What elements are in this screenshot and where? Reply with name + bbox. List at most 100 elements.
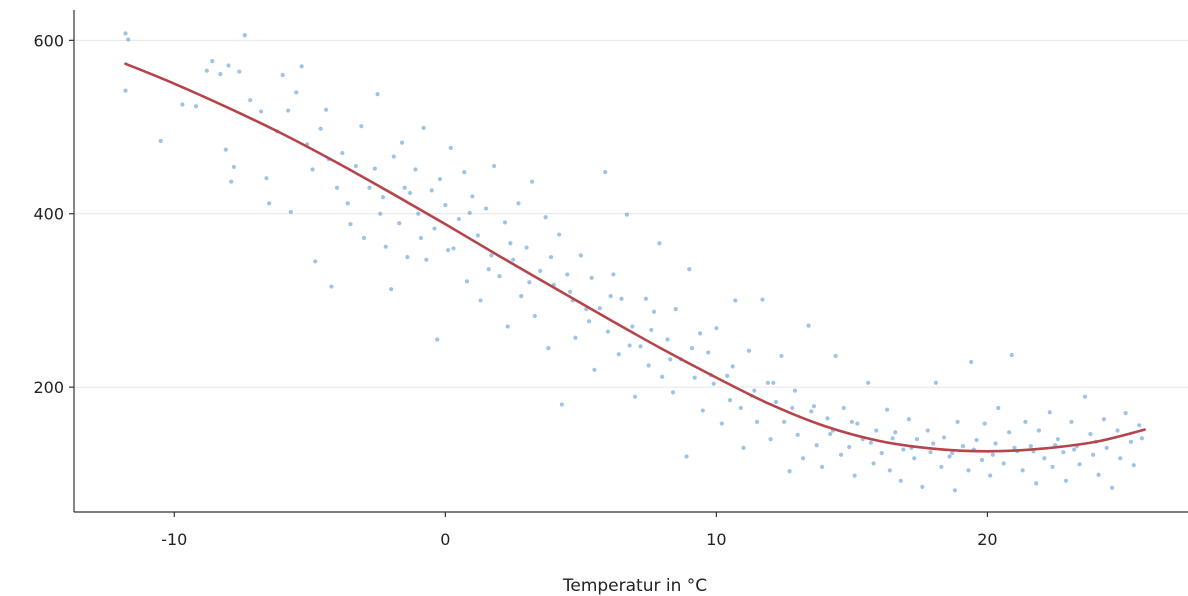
data-point [532, 313, 537, 319]
data-point [638, 344, 643, 349]
data-point [966, 468, 971, 473]
data-point [619, 296, 624, 301]
data-point [603, 170, 608, 175]
data-point [318, 126, 323, 131]
data-point [925, 428, 930, 433]
data-point [1131, 463, 1136, 468]
data-point [345, 201, 350, 206]
y-tick-label: 600 [33, 31, 64, 50]
data-point [380, 195, 386, 200]
data-point [391, 154, 396, 159]
x-tick-label: 0 [440, 530, 450, 549]
data-point [605, 329, 611, 334]
data-point [643, 296, 649, 301]
data-point [589, 275, 594, 281]
data-point [1055, 437, 1060, 442]
data-point [546, 346, 551, 351]
data-point [475, 233, 480, 238]
data-point [264, 176, 269, 181]
data-point [527, 280, 532, 285]
data-point [483, 206, 489, 211]
data-point [801, 456, 806, 461]
data-point [1091, 452, 1096, 457]
data-point [890, 436, 895, 441]
grid-lines [74, 39, 1188, 388]
data-point [838, 452, 844, 457]
data-point [126, 37, 131, 42]
data-point [1088, 431, 1093, 437]
data-point [969, 359, 974, 365]
data-point [210, 59, 215, 64]
data-point [402, 185, 407, 190]
data-point [505, 324, 510, 329]
data-point [806, 323, 811, 328]
data-point [359, 124, 364, 129]
data-point [1007, 430, 1012, 435]
data-point [1061, 450, 1066, 455]
x-tick-label: -10 [161, 530, 187, 549]
data-point [445, 248, 451, 253]
data-point [874, 428, 879, 433]
data-point [885, 407, 890, 412]
data-point [928, 450, 933, 455]
data-point [819, 464, 825, 470]
data-point [665, 337, 670, 342]
data-point [158, 138, 163, 144]
data-point [814, 443, 819, 448]
data-point [1110, 485, 1115, 490]
data-point [914, 437, 920, 442]
data-point [432, 226, 437, 231]
data-point [616, 352, 621, 357]
data-point [687, 267, 692, 272]
data-point [974, 437, 979, 443]
data-point [941, 435, 947, 440]
data-point [673, 307, 678, 312]
data-point [299, 64, 304, 69]
data-point [524, 245, 529, 250]
data-point [567, 289, 573, 294]
data-point [340, 150, 345, 156]
x-axis-title: Temperatur in °C [562, 576, 707, 596]
data-point [548, 254, 554, 260]
data-point [578, 253, 583, 258]
data-point [651, 309, 657, 314]
data-point [516, 201, 521, 206]
data-point [367, 185, 372, 190]
data-point [510, 257, 516, 262]
data-point [348, 222, 353, 227]
data-point [497, 274, 502, 279]
data-point [399, 140, 405, 145]
data-point [771, 380, 776, 385]
trend-line [124, 62, 1146, 453]
data-point [592, 367, 597, 372]
data-point [123, 88, 128, 93]
data-point [529, 179, 535, 184]
data-point [313, 259, 318, 264]
data-point [706, 350, 711, 355]
data-point [375, 92, 380, 97]
data-point [698, 331, 703, 336]
data-point [809, 409, 814, 414]
data-point [725, 373, 730, 378]
data-point [407, 190, 413, 196]
data-point [1069, 419, 1074, 424]
data-point [714, 326, 719, 331]
data-point [573, 335, 578, 340]
data-point [597, 306, 602, 311]
data-point [920, 484, 925, 489]
data-point [868, 440, 873, 445]
data-point [741, 445, 746, 450]
data-point [559, 402, 564, 407]
data-point [280, 72, 285, 78]
data-point [1082, 394, 1088, 399]
data-point [950, 450, 955, 456]
data-point [1023, 419, 1028, 424]
data-point [627, 343, 632, 348]
data-point [1036, 428, 1042, 433]
data-point [982, 421, 987, 426]
data-point [684, 454, 689, 459]
data-point [464, 279, 470, 284]
data-point [416, 211, 421, 216]
data-point [443, 202, 448, 208]
